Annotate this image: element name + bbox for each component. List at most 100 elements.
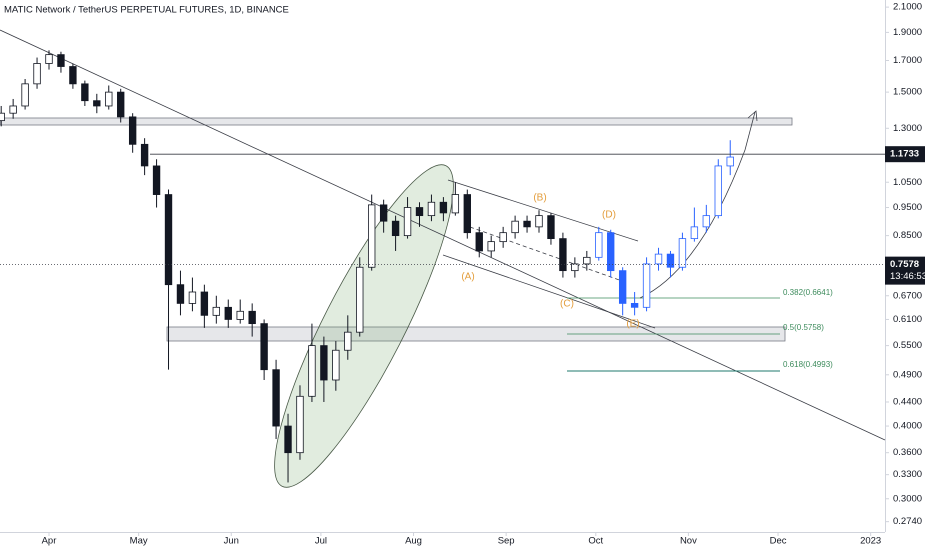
drawings (0, 29, 886, 488)
wave-label: (E) (626, 319, 639, 330)
candle-body (618, 270, 627, 304)
y-tick-label: 0.4400 (893, 396, 922, 407)
wave-label: (C) (560, 299, 574, 310)
candle-body (463, 194, 471, 234)
candle-body (140, 143, 149, 167)
candle-body (690, 226, 699, 240)
candle-body (368, 204, 376, 268)
candle-body (547, 215, 555, 240)
wave-label: (D) (602, 210, 616, 221)
y-tick-label: 1.0500 (893, 177, 922, 188)
candle-body (176, 284, 185, 304)
y-tick-label: 0.2740 (893, 516, 922, 527)
candle-body (69, 66, 77, 85)
candle-body (726, 156, 734, 167)
candle-body (332, 349, 340, 381)
y-tick-label: 0.8500 (893, 230, 922, 241)
candle-body (0, 112, 5, 122)
candle-body (499, 232, 507, 243)
highlight-ellipse (274, 164, 454, 488)
trend-line (0, 29, 886, 441)
x-tick-label: Aug (405, 536, 422, 547)
candle-body (714, 165, 722, 217)
candle-body (487, 241, 495, 252)
fib-label: 0.382(0.6641) (783, 288, 833, 297)
candle-body (93, 100, 101, 107)
candle-body (427, 201, 436, 217)
x-tick-label: Nov (680, 536, 697, 547)
candle-body (702, 215, 711, 228)
y-tick-label: 0.3300 (893, 469, 922, 480)
x-tick-label: Jun (224, 536, 239, 547)
candle-body (9, 105, 17, 114)
candle-body (224, 306, 232, 320)
candle-body (415, 207, 424, 217)
candle-body (535, 215, 543, 228)
candle-body (212, 306, 221, 316)
candle-body (511, 220, 519, 234)
y-tick-label: 1.3000 (893, 123, 922, 134)
x-tick-label: Sep (498, 536, 515, 547)
y-tick-label: 2.1000 (893, 2, 922, 13)
wave-label: (A) (461, 272, 474, 283)
candle-body (33, 63, 41, 85)
x-tick-label: Apr (42, 536, 57, 547)
y-tick-label: 0.4000 (893, 421, 922, 432)
candle-body (475, 232, 483, 252)
candle-body (344, 331, 352, 351)
candle-body (678, 238, 687, 268)
countdown-label: 13:46:53 (890, 271, 927, 282)
candle-body (439, 201, 448, 214)
candle-body (128, 116, 137, 145)
candle-body (236, 310, 244, 320)
y-tick-label: 0.6700 (893, 290, 922, 301)
projection-arrow (639, 111, 756, 299)
y-tick-label: 0.6100 (893, 314, 922, 325)
y-tick-label: 1.9000 (893, 27, 922, 38)
x-tick-label: 2023 (860, 536, 881, 547)
candle-body (164, 194, 173, 286)
candle-body (296, 395, 304, 454)
support-zone (166, 326, 786, 342)
candle-body (200, 291, 209, 316)
candle-body (117, 91, 125, 118)
y-tick-label: 0.4900 (893, 369, 922, 380)
x-tick-label: Dec (770, 536, 787, 547)
candle-body (630, 303, 639, 308)
candle-body (595, 232, 603, 258)
candle-body (391, 220, 400, 237)
y-tick-label: 1.5000 (893, 87, 922, 98)
candle-body (248, 310, 256, 325)
x-tick-label: May (130, 536, 148, 547)
last-price-bg (885, 256, 925, 285)
level-label: 1.1733 (890, 149, 919, 160)
y-tick-label: 0.5500 (893, 340, 922, 351)
wave-label: (B) (533, 193, 546, 204)
level-label-bg (885, 146, 925, 163)
candle-body (81, 83, 89, 102)
candle-body (607, 232, 615, 272)
candle-body (583, 256, 591, 265)
candle-body (188, 291, 197, 304)
y-tick-label: 1.7000 (893, 55, 922, 66)
channel-upper (447, 179, 639, 242)
last-price-label: 0.7578 (890, 259, 919, 270)
candle-body (105, 91, 113, 107)
candle-body (308, 345, 316, 397)
candle-body (559, 238, 567, 272)
candle-body (272, 369, 280, 427)
candle-body (451, 194, 460, 214)
chart-title: MATIC Network / TetherUS PERPETUAL FUTUR… (4, 5, 289, 16)
fib-label: 0.618(0.4993) (783, 360, 833, 369)
candle-body (356, 266, 364, 333)
channel-lower (442, 254, 656, 329)
candle-body (642, 263, 651, 308)
resistance-zone (0, 117, 793, 126)
candle-body (260, 323, 268, 371)
candle-body (152, 165, 161, 195)
candle-body (523, 220, 531, 228)
fib-label: 0.5(0.5758) (783, 323, 824, 332)
y-tick-label: 0.3000 (893, 493, 922, 504)
